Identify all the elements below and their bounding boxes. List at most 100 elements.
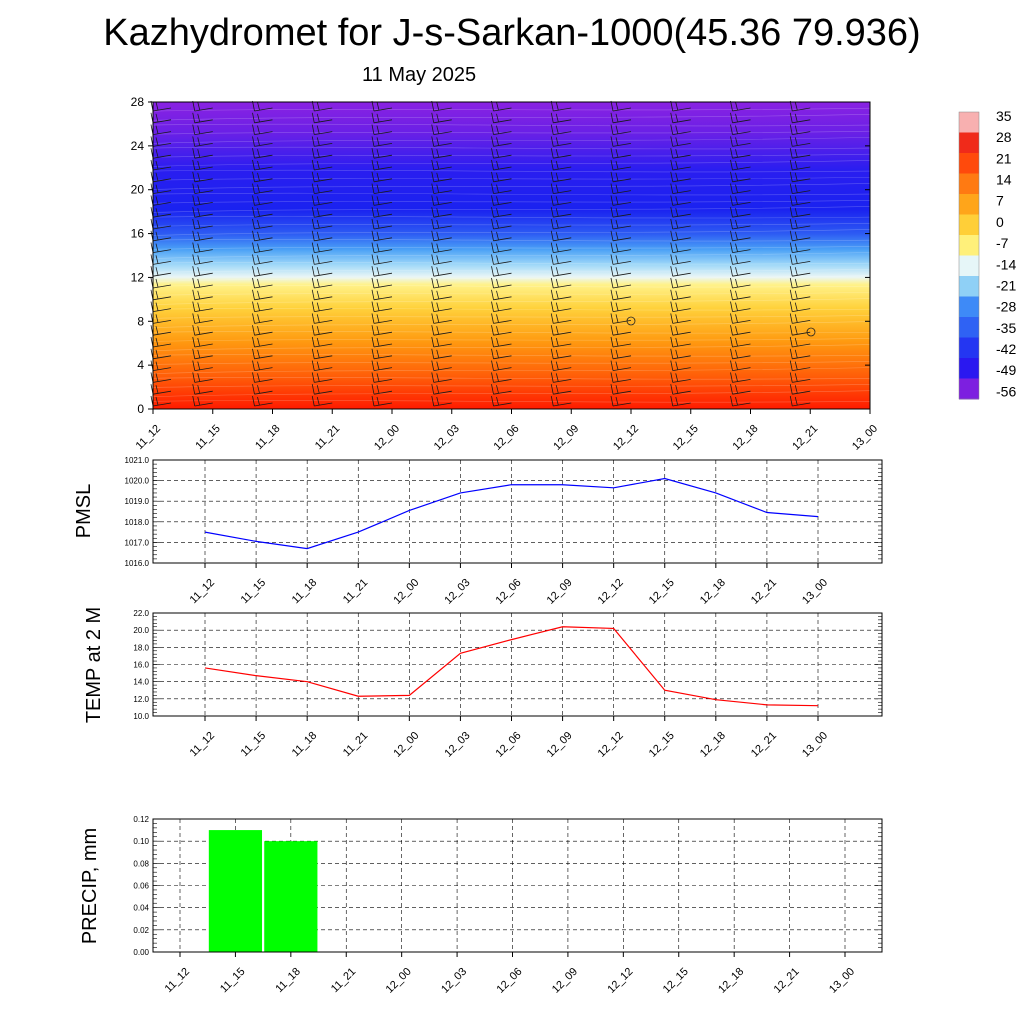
wind-barb: [252, 277, 273, 289]
wind-barb-flag: [257, 349, 260, 358]
wind-barb: [550, 360, 572, 371]
wind-barb-shaft: [612, 367, 632, 371]
wind-barb: [192, 336, 213, 348]
wind-barb-flag: [789, 325, 793, 336]
wind-barb-shaft: [254, 308, 273, 312]
wind-barb: [670, 301, 691, 312]
wind-barb: [192, 124, 213, 135]
colorbar-swatch: [959, 378, 979, 400]
wind-barb: [192, 301, 213, 312]
wind-barb-flag: [615, 290, 619, 299]
wind-barb-shaft: [314, 202, 333, 206]
isotherm-line: [152, 262, 871, 265]
wind-barb: [670, 254, 691, 265]
wind-barb-flag: [192, 348, 196, 359]
wind-barb-flag: [311, 148, 315, 159]
wind-barb: [789, 195, 811, 206]
wind-barb-flag: [376, 267, 380, 276]
wind-barb-flag: [155, 396, 159, 406]
wind-barb: [371, 183, 393, 194]
wind-barb-flag: [431, 348, 435, 359]
wind-barb-flag: [794, 125, 798, 134]
wind-barb-flag: [615, 196, 619, 205]
wind-barb: [371, 348, 393, 360]
wind-barb: [730, 183, 751, 194]
wind-barb-flag: [615, 302, 619, 311]
y-tick-label: 0.04: [133, 904, 149, 913]
wind-barb-shaft: [792, 379, 811, 383]
wind-barb: [311, 207, 333, 218]
wind-barb-shaft: [433, 355, 452, 360]
wind-barb-flag: [257, 267, 260, 276]
wind-barb-flag: [610, 112, 614, 123]
wind-barb-flag: [670, 301, 674, 312]
x-tick-label: 12_18: [716, 966, 746, 996]
wind-barb: [789, 277, 811, 289]
wind-barb-flag: [197, 326, 201, 335]
wind-barb-shaft: [152, 131, 172, 135]
wind-barb-shaft: [373, 367, 393, 371]
wind-barb: [789, 159, 811, 171]
wind-barb-flag: [610, 159, 614, 171]
wind-barb-flag: [197, 113, 201, 122]
wind-barb-shaft: [373, 402, 393, 407]
wind-barb-flag: [491, 301, 494, 312]
wind-barb: [610, 325, 632, 336]
wind-barb: [252, 112, 273, 124]
wind-barb-shaft: [493, 308, 512, 312]
wind-barb: [550, 336, 572, 348]
isotherm-line: [152, 338, 871, 342]
wind-barb-shaft: [732, 237, 751, 242]
wind-barb-flag: [491, 195, 494, 206]
wind-barb: [192, 230, 213, 242]
wind-barb-flag: [252, 254, 255, 265]
wind-barb: [789, 218, 811, 230]
wind-barb: [491, 360, 512, 371]
wind-barb-flag: [311, 136, 315, 147]
wind-barb-shaft: [553, 367, 572, 371]
wind-barb: [192, 183, 213, 194]
wind-barb: [730, 266, 751, 277]
wind-barb-flag: [197, 196, 201, 205]
wind-barb-flag: [610, 325, 614, 336]
wind-barb-flag: [491, 148, 494, 159]
wind-barb-flag: [675, 396, 679, 406]
wind-barb: [730, 242, 751, 253]
wind-barb: [371, 207, 393, 218]
wind-barb-shaft: [194, 296, 213, 301]
wind-barb-flag: [197, 137, 201, 146]
x-tick-label: 12_09: [545, 577, 575, 607]
wind-barb-flag: [615, 113, 619, 122]
wind-barb-flag: [311, 207, 315, 218]
wind-barb-shaft: [152, 143, 172, 147]
wind-barb-flag: [252, 242, 255, 253]
wind-barb-flag: [610, 395, 614, 407]
wind-barb-flag: [789, 100, 793, 112]
wind-barb-shaft: [254, 379, 273, 383]
wind-barb: [431, 207, 452, 218]
wind-barb: [491, 254, 512, 265]
wind-barb-shaft: [314, 249, 333, 253]
wind-barb-shaft: [792, 402, 811, 407]
wind-barb-shaft: [493, 213, 512, 218]
x-tick-label: 13_00: [850, 423, 880, 453]
wind-barb-shaft: [373, 119, 393, 124]
wind-barb: [491, 277, 512, 289]
wind-barb-flag: [794, 314, 798, 323]
colorbar-label: -49: [996, 362, 1016, 378]
wind-barb-flag: [257, 172, 260, 181]
colorbar-label: -28: [996, 299, 1016, 315]
wind-barb: [730, 124, 751, 135]
wind-barb: [252, 384, 273, 395]
wind-barb-flag: [675, 125, 679, 134]
wind-barb-flag: [257, 184, 260, 193]
wind-barb-shaft: [493, 355, 512, 360]
wind-barb: [192, 112, 213, 124]
wind-barb-shaft: [672, 107, 691, 112]
wind-barb-shaft: [672, 331, 691, 336]
x-tick-label: 12_21: [772, 966, 802, 996]
wind-barb: [610, 112, 632, 124]
wind-barb-shaft: [732, 166, 751, 171]
wind-barb-shaft: [194, 154, 213, 159]
wind-barb-flag: [610, 195, 614, 206]
